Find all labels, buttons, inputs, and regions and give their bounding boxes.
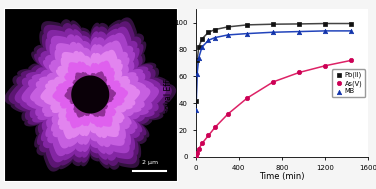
Polygon shape	[4, 17, 176, 172]
As(V)	[212, 126, 218, 129]
Polygon shape	[9, 21, 172, 168]
As(V)	[196, 147, 202, 150]
MB	[193, 108, 199, 112]
Pb(II)	[296, 22, 302, 26]
As(V)	[199, 142, 205, 145]
MB	[212, 36, 218, 39]
Pb(II)	[244, 23, 250, 26]
Polygon shape	[30, 40, 150, 149]
As(V)	[244, 96, 250, 99]
MB	[199, 46, 205, 49]
MB	[194, 72, 200, 75]
Legend: Pb(II), As(V), MB: Pb(II), As(V), MB	[332, 69, 365, 97]
Polygon shape	[40, 50, 140, 139]
MB	[348, 29, 354, 32]
Polygon shape	[71, 75, 109, 114]
As(V)	[194, 151, 200, 154]
As(V)	[205, 134, 211, 137]
Pb(II)	[199, 37, 205, 40]
Pb(II)	[193, 99, 199, 102]
Pb(II)	[205, 31, 211, 34]
As(V)	[270, 80, 276, 83]
As(V)	[322, 64, 328, 67]
MB	[322, 29, 328, 32]
Polygon shape	[21, 33, 159, 156]
X-axis label: Time (min): Time (min)	[259, 172, 305, 181]
As(V)	[225, 112, 231, 115]
Pb(II)	[212, 28, 218, 31]
MB	[270, 31, 276, 34]
Polygon shape	[52, 61, 128, 128]
Polygon shape	[15, 27, 166, 162]
MB	[196, 56, 202, 59]
MB	[244, 32, 250, 35]
Pb(II)	[270, 23, 276, 26]
As(V)	[296, 71, 302, 74]
Pb(II)	[194, 59, 200, 62]
Text: 2 μm: 2 μm	[142, 160, 158, 165]
MB	[225, 33, 231, 36]
Pb(II)	[322, 22, 328, 25]
Polygon shape	[77, 83, 103, 106]
MB	[296, 30, 302, 33]
MB	[205, 39, 211, 42]
Pb(II)	[196, 46, 202, 49]
Pb(II)	[348, 22, 354, 25]
As(V)	[193, 154, 199, 157]
Pb(II)	[225, 25, 231, 28]
Y-axis label: Removal Efficiency(%): Removal Efficiency(%)	[164, 40, 173, 126]
As(V)	[348, 59, 354, 62]
Polygon shape	[64, 71, 116, 118]
